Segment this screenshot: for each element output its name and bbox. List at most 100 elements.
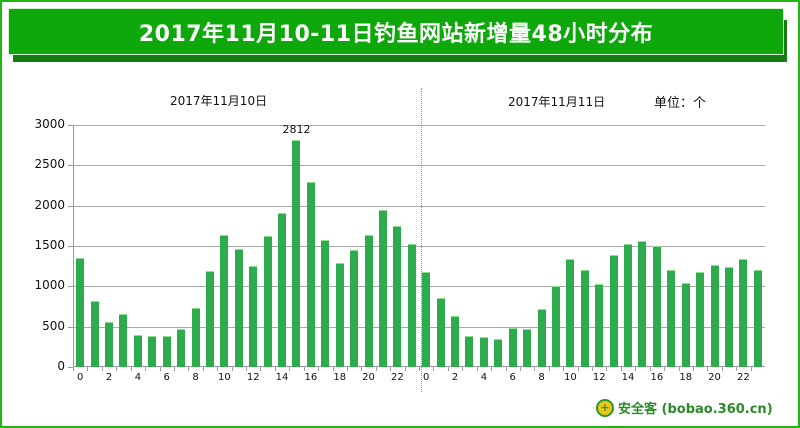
y-tick-label: 2000	[34, 197, 65, 212]
bar	[292, 140, 301, 367]
y-tick-label: 3000	[34, 117, 65, 131]
x-tick-label: 6	[163, 372, 170, 383]
360-shield-icon: +	[596, 398, 614, 417]
x-tick-mark	[274, 367, 276, 371]
bar	[494, 339, 503, 367]
x-tick-label: 4	[134, 372, 142, 383]
x-tick-mark	[476, 367, 478, 371]
x-tick-mark	[332, 367, 334, 371]
x-tick-label: 8	[538, 372, 545, 383]
y-tick-label: 2500	[34, 157, 65, 172]
bar	[90, 300, 99, 367]
x-tick-mark	[462, 367, 464, 371]
x-tick-label: 2	[451, 372, 459, 383]
day-divider-line	[421, 88, 422, 392]
x-tick-mark	[606, 367, 608, 371]
bar	[696, 271, 705, 367]
x-tick-mark	[73, 367, 74, 371]
bar	[321, 239, 330, 367]
watermark: + 安全客 (bobao.360.cn)	[596, 398, 773, 417]
x-tick-mark	[447, 367, 449, 371]
bar	[667, 269, 676, 367]
y-tick-label: 0	[57, 359, 65, 373]
x-tick-mark	[130, 367, 132, 371]
x-tick-mark	[217, 367, 219, 371]
x-tick-label: 0	[423, 372, 430, 383]
chart-title: 2017年11月10-11日钓鱼网站新增量48小时分布	[138, 21, 654, 47]
bar	[350, 249, 359, 367]
bar	[119, 313, 128, 367]
bar	[508, 327, 517, 367]
x-tick-mark	[649, 367, 651, 371]
bar	[652, 246, 661, 367]
gridline	[73, 286, 765, 288]
bar	[393, 225, 402, 367]
unit-label: 单位：个	[654, 96, 707, 111]
bar	[148, 335, 157, 367]
x-tick-mark	[375, 367, 377, 371]
x-tick-label: 14	[621, 372, 635, 383]
x-tick-label: 0	[77, 372, 84, 383]
x-tick-label: 20	[362, 372, 375, 383]
x-axis	[73, 366, 765, 367]
x-tick-mark	[145, 367, 147, 371]
x-tick-mark	[491, 367, 493, 371]
x-tick-mark	[404, 367, 406, 371]
gridline	[73, 205, 765, 207]
bar	[609, 255, 618, 367]
bar	[133, 335, 142, 367]
x-tick-mark	[433, 367, 435, 371]
bar	[710, 264, 719, 367]
x-tick-label: 2	[105, 372, 113, 383]
bar	[580, 269, 589, 367]
bar	[479, 337, 488, 367]
x-tick-mark	[346, 367, 348, 371]
bar	[335, 262, 344, 367]
bar	[436, 297, 445, 367]
y-tick-mark	[68, 326, 73, 328]
bar	[162, 335, 171, 367]
x-tick-label: 4	[480, 372, 488, 383]
peak-value-label: 2812	[282, 123, 311, 137]
x-tick-mark	[620, 367, 622, 371]
x-tick-mark	[246, 367, 247, 371]
x-tick-mark	[736, 367, 738, 371]
title-banner: 2017年11月10-11日钓鱼网站新增量48小时分布	[8, 8, 784, 55]
x-tick-label: 10	[218, 372, 231, 383]
bar	[681, 282, 690, 367]
x-tick-mark	[548, 367, 550, 371]
bar-chart-plot-area: 0 500 1000 1500 2000 2500 3000 0 2 4 6 8 10 12 14 16 18 2…	[34, 117, 765, 383]
bar	[724, 267, 733, 367]
bar	[451, 315, 460, 367]
x-tick-label: 16	[304, 372, 318, 383]
x-tick-label: 20	[708, 372, 721, 383]
bar	[364, 234, 373, 367]
x-tick-mark	[563, 367, 565, 371]
y-tick-mark	[68, 165, 73, 167]
x-tick-mark	[303, 367, 305, 371]
bar	[537, 308, 546, 367]
x-tick-label: 10	[564, 372, 577, 383]
bar	[278, 213, 287, 367]
bar	[306, 182, 315, 367]
day2-label: 2017年11月11日	[508, 95, 606, 109]
y-tick-mark	[68, 246, 73, 247]
x-tick-mark	[101, 367, 103, 371]
x-tick-mark	[260, 367, 262, 371]
x-tick-mark	[202, 367, 204, 371]
gridline	[73, 165, 765, 167]
x-tick-label: 12	[592, 372, 606, 383]
y-tick-label: 500	[42, 318, 65, 333]
x-tick-mark	[361, 367, 363, 371]
gridline	[73, 246, 765, 247]
x-tick-mark	[289, 367, 291, 371]
bar	[76, 257, 85, 367]
bar	[739, 258, 748, 367]
y-tick-mark	[68, 367, 73, 368]
bar	[263, 236, 272, 367]
x-tick-mark	[318, 367, 320, 371]
bar	[105, 322, 114, 367]
x-tick-mark	[707, 367, 709, 371]
x-tick-mark	[419, 367, 420, 371]
x-tick-mark	[519, 367, 521, 371]
